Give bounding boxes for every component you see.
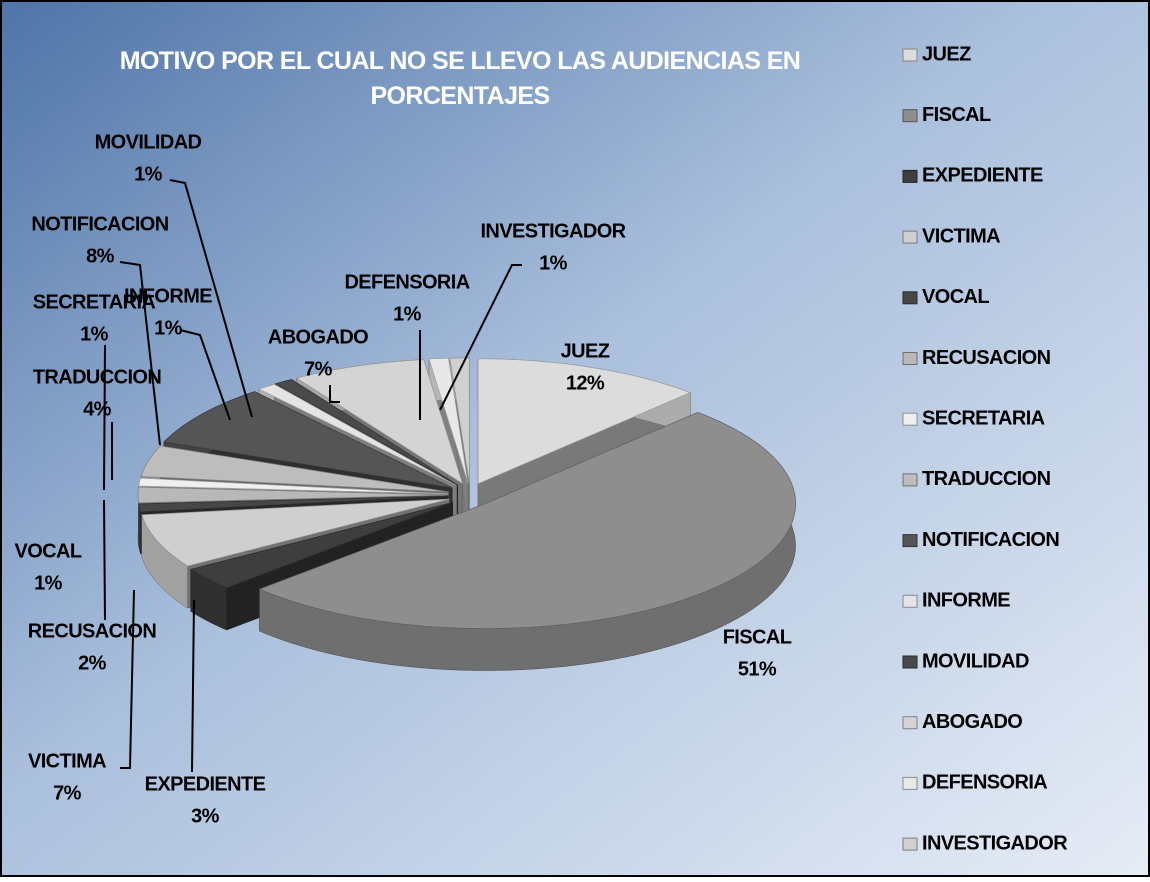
legend-swatch <box>902 776 918 790</box>
slice <box>138 495 449 513</box>
legend-swatch <box>902 109 918 123</box>
legend-swatch <box>902 473 918 487</box>
legend-swatch <box>902 291 918 305</box>
leader-line <box>191 599 195 773</box>
legend-label: VOCAL <box>922 286 989 308</box>
legend-label: DEFENSORIA <box>922 772 1047 794</box>
data-label-value: 4% <box>83 398 112 420</box>
legend-label: ABOGADO <box>922 711 1022 733</box>
data-label-name: ABOGADO <box>268 326 368 348</box>
leader-line <box>120 589 135 769</box>
slice <box>140 445 449 493</box>
legend-label: INFORME <box>922 590 1010 612</box>
data-label-value: 7% <box>304 358 333 380</box>
legend-label: SECRETARIA <box>922 407 1045 429</box>
legend-label: TRADUCCION <box>922 468 1051 490</box>
data-label-name: TRADUCCION <box>33 366 162 388</box>
legend-swatch <box>902 230 918 244</box>
legend-swatch <box>902 412 918 426</box>
data-label-name: EXPEDIENTE <box>145 773 266 795</box>
data-label-name: DEFENSORIA <box>344 271 469 293</box>
legend-label: EXPEDIENTE <box>922 165 1043 187</box>
data-label-name: NOTIFICACION <box>31 213 168 235</box>
data-label-value: 1% <box>80 323 109 345</box>
data-label-value: 8% <box>86 245 115 267</box>
data-label-name: JUEZ <box>561 340 610 362</box>
slice <box>163 391 453 489</box>
slice <box>295 359 464 485</box>
data-label-value: 1% <box>393 303 422 325</box>
slice <box>258 412 796 629</box>
legend-label: VICTIMA <box>922 225 1000 247</box>
legend-swatch <box>902 655 918 669</box>
data-label-value: 1% <box>134 163 163 185</box>
leader-line <box>169 179 253 418</box>
slice-group <box>428 357 469 526</box>
data-label-value: 1% <box>154 317 183 339</box>
slice <box>138 477 449 495</box>
legend-label: INVESTIGADOR <box>922 832 1068 854</box>
slice <box>449 357 470 483</box>
legend-label: JUEZ <box>922 43 971 65</box>
data-label-value: 1% <box>34 572 63 594</box>
data-label-value: 51% <box>738 658 777 680</box>
leader-line <box>103 344 106 491</box>
legend-swatch <box>902 169 918 183</box>
legend-label: MOVILIDAD <box>922 650 1029 672</box>
data-label-value: 3% <box>191 805 220 827</box>
legend-label: NOTIFICACION <box>922 529 1059 551</box>
data-label-name: VOCAL <box>14 540 81 562</box>
slice <box>141 498 450 567</box>
slice <box>428 357 469 484</box>
legend-label: FISCAL <box>922 104 991 126</box>
slice <box>189 502 453 589</box>
slice <box>274 379 458 486</box>
data-label-name: VICTIMA <box>28 750 106 772</box>
data-label-name: SECRETARIA <box>33 291 156 313</box>
data-label-name: RECUSACION <box>28 620 157 642</box>
legend-swatch <box>902 716 918 730</box>
leader-line <box>103 499 106 621</box>
slice <box>257 383 457 486</box>
data-label-name: INFORME <box>124 285 212 307</box>
data-label-value: 1% <box>539 252 568 274</box>
leader-line <box>329 385 340 403</box>
leader-line <box>179 329 231 421</box>
legend-swatch <box>902 48 918 62</box>
data-label-name: MOVILIDAD <box>95 131 202 153</box>
data-label-name: INVESTIGADOR <box>480 220 626 242</box>
data-label-value: 7% <box>53 782 82 804</box>
data-label-value: 2% <box>78 652 107 674</box>
slice-group <box>258 412 796 671</box>
legend-swatch <box>902 594 918 608</box>
leader-line <box>439 264 522 411</box>
legend-swatch <box>902 534 918 548</box>
legend-swatch <box>902 352 918 365</box>
data-label-name: FISCAL <box>723 626 792 648</box>
chart-title: MOTIVO POR EL CUAL NO SE LLEVO LAS AUDIE… <box>120 47 801 110</box>
data-label-value: 12% <box>566 372 605 394</box>
slice <box>137 486 449 504</box>
slice <box>477 358 692 485</box>
legend-swatch <box>902 837 918 851</box>
legend-label: RECUSACION <box>922 347 1051 369</box>
leader-line <box>119 261 161 446</box>
